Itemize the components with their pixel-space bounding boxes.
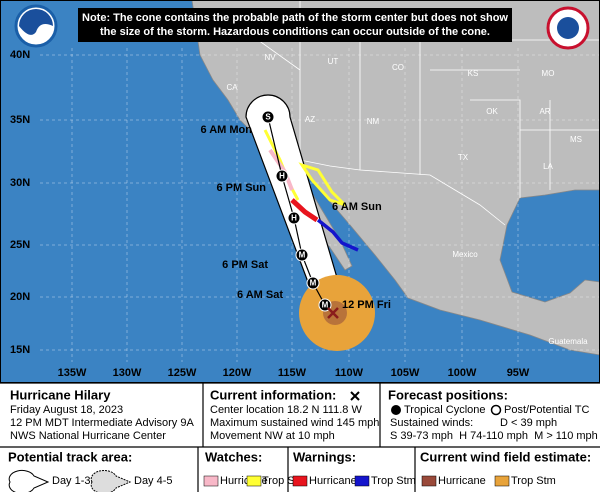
day45-icon: [90, 469, 132, 492]
trop-storm-warning: [316, 218, 359, 252]
legend-text: Trop Stm: [371, 475, 416, 487]
lon-label: 100W: [448, 367, 477, 379]
legend-text: Day 1-3: [52, 475, 91, 487]
tc-icon: [391, 405, 401, 415]
logo-bird: [19, 9, 53, 35]
forecast-time: 6 AM Sun: [332, 201, 382, 213]
wind-hurricane-swatch: [421, 475, 437, 487]
lon-label: 95W: [507, 367, 530, 379]
region-label: Guatemala: [548, 337, 588, 346]
forecast-point: [275, 169, 289, 183]
forecast-time: 6 AM Sat: [237, 289, 283, 301]
forecast-time: 6 PM Sun: [216, 182, 266, 194]
legend-text: S 39-73 mph H 74-110 mph M > 110 mph: [390, 430, 598, 442]
storm-info: 12 PM MDT Intermediate Advisory 9A: [10, 417, 194, 429]
legend-dividers: [0, 382, 600, 492]
region-label: NM: [367, 117, 380, 126]
legend-text: Trop Stm: [511, 475, 556, 487]
region-label: MS: [570, 135, 582, 144]
legend-text: Sustained winds:: [390, 417, 473, 429]
forecast-time: 6 PM Sat: [222, 259, 268, 271]
current-position: [327, 307, 339, 319]
region-label: NV: [264, 53, 276, 62]
region-label: AR: [539, 107, 550, 116]
region-label: Mexico: [452, 250, 478, 259]
region-label: AZ: [305, 115, 315, 124]
forecast-title: Forecast positions:: [388, 387, 508, 402]
noaa-logo: [14, 4, 58, 48]
legend-text: Post/Potential TC: [504, 404, 589, 416]
region-label: TX: [458, 153, 469, 162]
watch-hurricane-swatch: [203, 475, 219, 487]
warn-hurricane-swatch: [292, 475, 308, 487]
region-label: CO: [392, 63, 404, 72]
region-label: UT: [328, 57, 339, 66]
region-label: KS: [468, 69, 479, 78]
lat-label: 15N: [10, 344, 30, 356]
logo-center: [557, 17, 579, 39]
warnings-title: Warnings:: [293, 449, 356, 464]
current-info: Movement NW at 10 mph: [210, 430, 335, 442]
forecast-point: [295, 248, 309, 262]
nws-logo: [546, 6, 590, 50]
forecast-point: [287, 211, 301, 225]
forecast-point: [261, 110, 275, 124]
legend-text: Hurricane: [309, 475, 357, 487]
wind-field-title: Current wind field estimate:: [420, 449, 591, 464]
forecast-marker: H: [279, 172, 285, 181]
note-box: [78, 8, 512, 42]
legend-text: Day 4-5: [134, 475, 173, 487]
lon-label: 125W: [168, 367, 197, 379]
lon-label: 130W: [113, 367, 142, 379]
forecast-marker: H: [291, 214, 297, 223]
lat-label: 35N: [10, 114, 30, 126]
forecast-point: [306, 276, 320, 290]
day13-icon: [8, 469, 50, 492]
wind-trop-swatch: [494, 475, 510, 487]
storm-name: Hurricane Hilary: [10, 387, 111, 402]
lat-label: 25N: [10, 239, 30, 251]
watch-trop-swatch: [246, 475, 262, 487]
current-title: Current information:: [210, 387, 336, 402]
region-label: OK: [486, 107, 498, 116]
note-line: Note: The cone contains the probable pat…: [82, 12, 508, 24]
trop-storm-watch: [298, 162, 347, 207]
lon-label: 110W: [335, 367, 364, 379]
lat-label: 20N: [10, 291, 30, 303]
forecast-marker: M: [310, 279, 317, 288]
legend-text: Tropical Cyclone: [404, 404, 486, 416]
current-info: Center location 18.2 N 111.8 W: [210, 404, 362, 416]
region-label: CA: [226, 83, 238, 92]
lat-label: 40N: [10, 49, 30, 61]
forecast-marker: M: [322, 301, 329, 310]
forecast-time: 12 PM Fri: [342, 299, 391, 311]
region-label: LA: [543, 162, 553, 171]
warn-trop-swatch: [354, 475, 370, 487]
forecast-marker: S: [265, 113, 271, 122]
legend-text: D < 39 mph: [500, 417, 557, 429]
forecast-time: 6 AM Mon: [200, 124, 252, 136]
lon-label: 105W: [391, 367, 420, 379]
lon-label: 120W: [223, 367, 252, 379]
watches-title: Watches:: [205, 449, 262, 464]
map-labels: 40N 35N 30N 25N 20N 15N 135W 130W 125W 120W 115W 11…: [10, 49, 588, 379]
hurricane-warning: [290, 198, 319, 223]
track-title: Potential track area:: [8, 449, 132, 464]
lon-label: 135W: [58, 367, 87, 379]
current-info: Maximum sustained wind 145 mph: [210, 417, 379, 429]
lon-label: 115W: [278, 367, 307, 379]
region-label: MO: [542, 69, 555, 78]
storm-info: NWS National Hurricane Center: [10, 430, 166, 442]
post-tc-icon: [490, 404, 502, 416]
current-icon: [350, 391, 360, 401]
lat-label: 30N: [10, 177, 30, 189]
note-line: the size of the storm. Hazardous conditi…: [100, 26, 490, 38]
legend-text: Hurricane: [438, 475, 486, 487]
forecast-marker: M: [299, 251, 306, 260]
storm-info: Friday August 18, 2023: [10, 404, 123, 416]
